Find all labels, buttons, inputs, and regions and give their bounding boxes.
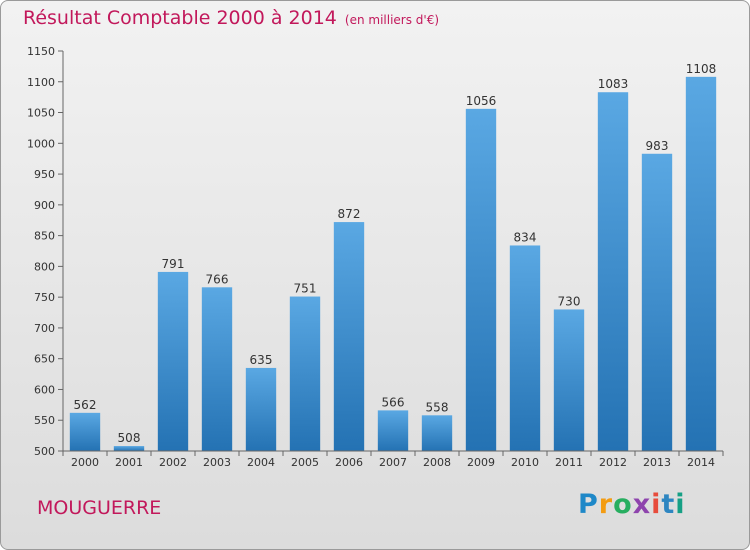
- y-tick-label: 1000: [27, 137, 55, 150]
- bar: [289, 296, 321, 451]
- x-tick-label: 2010: [511, 456, 539, 469]
- x-tick-label: 2005: [291, 456, 319, 469]
- chart-subtitle: (en milliers d'€): [344, 13, 440, 27]
- bars: 562 508 791 766 635 751 872 566 558 1056 834 730 108…: [69, 62, 717, 451]
- bar-value-label: 751: [294, 282, 317, 296]
- bar-value-label: 766: [206, 272, 229, 286]
- bar-value-label: 1108: [686, 62, 717, 76]
- x-tick-label: 2002: [159, 456, 187, 469]
- y-tick-label: 550: [34, 414, 55, 427]
- bar: [509, 245, 541, 451]
- bar-value-label: 558: [426, 400, 449, 414]
- logo-letter: o: [613, 489, 633, 520]
- y-tick-label: 1150: [27, 45, 55, 58]
- bar-value-label: 872: [338, 207, 361, 221]
- y-tick-label: 900: [34, 199, 55, 212]
- y-tick-label: 750: [34, 291, 55, 304]
- bar: [597, 92, 629, 451]
- bar-value-label: 566: [382, 395, 405, 409]
- y-tick-label: 1100: [27, 76, 55, 89]
- logo-letter: r: [598, 489, 614, 520]
- y-tick-label: 650: [34, 353, 55, 366]
- bar-value-label: 1083: [598, 77, 629, 91]
- bar-value-label: 562: [74, 398, 97, 412]
- bar: [157, 271, 189, 451]
- x-tick-label: 2008: [423, 456, 451, 469]
- bar-value-label: 508: [118, 431, 141, 445]
- bar: [377, 410, 409, 451]
- bar: [553, 309, 585, 451]
- logo-letter: x: [632, 489, 652, 520]
- y-tick-label: 600: [34, 383, 55, 396]
- y-tick-label: 700: [34, 322, 55, 335]
- bar: [641, 153, 673, 451]
- bar: [201, 287, 233, 451]
- logo-letter: i: [651, 489, 662, 520]
- chart-title: Résultat Comptable 2000 à 2014 (en millie…: [23, 7, 439, 29]
- x-tick-label: 2014: [687, 456, 715, 469]
- logo-letter: P: [578, 489, 599, 520]
- x-tick-label: 2012: [599, 456, 627, 469]
- bar: [245, 367, 277, 451]
- bar-value-label: 730: [558, 294, 581, 308]
- location-label: MOUGUERRE: [37, 497, 162, 519]
- x-tick-label: 2013: [643, 456, 671, 469]
- x-tick-label: 2001: [115, 456, 143, 469]
- x-tick-label: 2004: [247, 456, 275, 469]
- x-tick-label: 2007: [379, 456, 407, 469]
- y-tick-label: 1050: [27, 107, 55, 120]
- proxiti-logo[interactable]: Proxiti: [578, 489, 686, 520]
- y-axis: 500 550 600 650 700 750 800 850 900 950 1000 1050 11…: [27, 45, 64, 458]
- logo-letter: t: [661, 489, 676, 520]
- y-tick-label: 800: [34, 260, 55, 273]
- bar: [113, 446, 145, 451]
- y-tick-label: 500: [34, 445, 55, 458]
- x-tick-label: 2009: [467, 456, 495, 469]
- logo-letter: i: [675, 489, 686, 520]
- bar-value-label: 635: [250, 353, 273, 367]
- y-tick-label: 850: [34, 230, 55, 243]
- y-tick-label: 950: [34, 168, 55, 181]
- bar: [685, 76, 717, 451]
- bar: [333, 222, 365, 451]
- bar-value-label: 983: [646, 139, 669, 153]
- bar-value-label: 1056: [466, 94, 497, 108]
- x-tick-label: 2011: [555, 456, 583, 469]
- bar: [465, 108, 497, 451]
- bar: [69, 412, 101, 451]
- bar: [421, 415, 453, 451]
- bar-value-label: 791: [162, 257, 185, 271]
- x-tick-label: 2000: [71, 456, 99, 469]
- x-axis: 2000 2001 2002 2003 2004 2005 2006 2007 2008 2009…: [62, 450, 724, 469]
- chart-title-text: Résultat Comptable 2000 à 2014: [23, 7, 337, 29]
- x-tick-label: 2003: [203, 456, 231, 469]
- bar-value-label: 834: [514, 230, 537, 244]
- x-tick-label: 2006: [335, 456, 363, 469]
